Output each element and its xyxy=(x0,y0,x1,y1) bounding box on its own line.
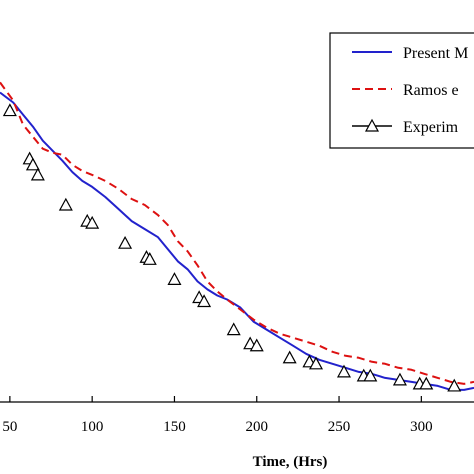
x-tick-label: 300 xyxy=(410,419,433,435)
experim-point xyxy=(419,376,434,390)
experim-point xyxy=(58,197,73,211)
experim-point xyxy=(2,103,17,117)
experim-point xyxy=(30,167,45,181)
experim-point xyxy=(249,338,264,352)
experim-point xyxy=(167,272,182,285)
experim-point xyxy=(85,215,100,229)
series-layer xyxy=(0,81,474,392)
ramos-e-series-line xyxy=(0,81,474,385)
x-axis-title: Time, (Hrs) xyxy=(253,454,328,470)
x-tick-label: 250 xyxy=(328,419,351,435)
experim-point xyxy=(392,372,407,386)
experim-point xyxy=(142,252,157,265)
present-m-series-line xyxy=(0,91,474,391)
experim-point xyxy=(282,350,297,364)
experim-point xyxy=(226,322,241,336)
x-tick-label: 150 xyxy=(163,419,186,435)
experim-point xyxy=(197,294,212,308)
x-ticks: 50 100 150 200 250 300 xyxy=(2,396,433,435)
legend-label-ramos: Ramos e xyxy=(403,82,459,99)
legend: Present M Ramos e Experim xyxy=(329,32,474,149)
x-tick-label: 200 xyxy=(246,419,269,435)
x-tick-label: 100 xyxy=(81,419,104,435)
experim-point xyxy=(363,368,378,382)
legend-swatch-experiment-marker xyxy=(364,118,380,132)
experim-point xyxy=(336,364,351,378)
legend-label-present: Present M xyxy=(403,45,468,62)
experim-point xyxy=(118,235,133,249)
experim-point xyxy=(25,157,40,171)
legend-label-experiment: Experim xyxy=(403,119,459,136)
experim-point xyxy=(447,378,462,392)
x-tick-label: 50 xyxy=(2,419,17,435)
experim-point xyxy=(308,356,324,370)
